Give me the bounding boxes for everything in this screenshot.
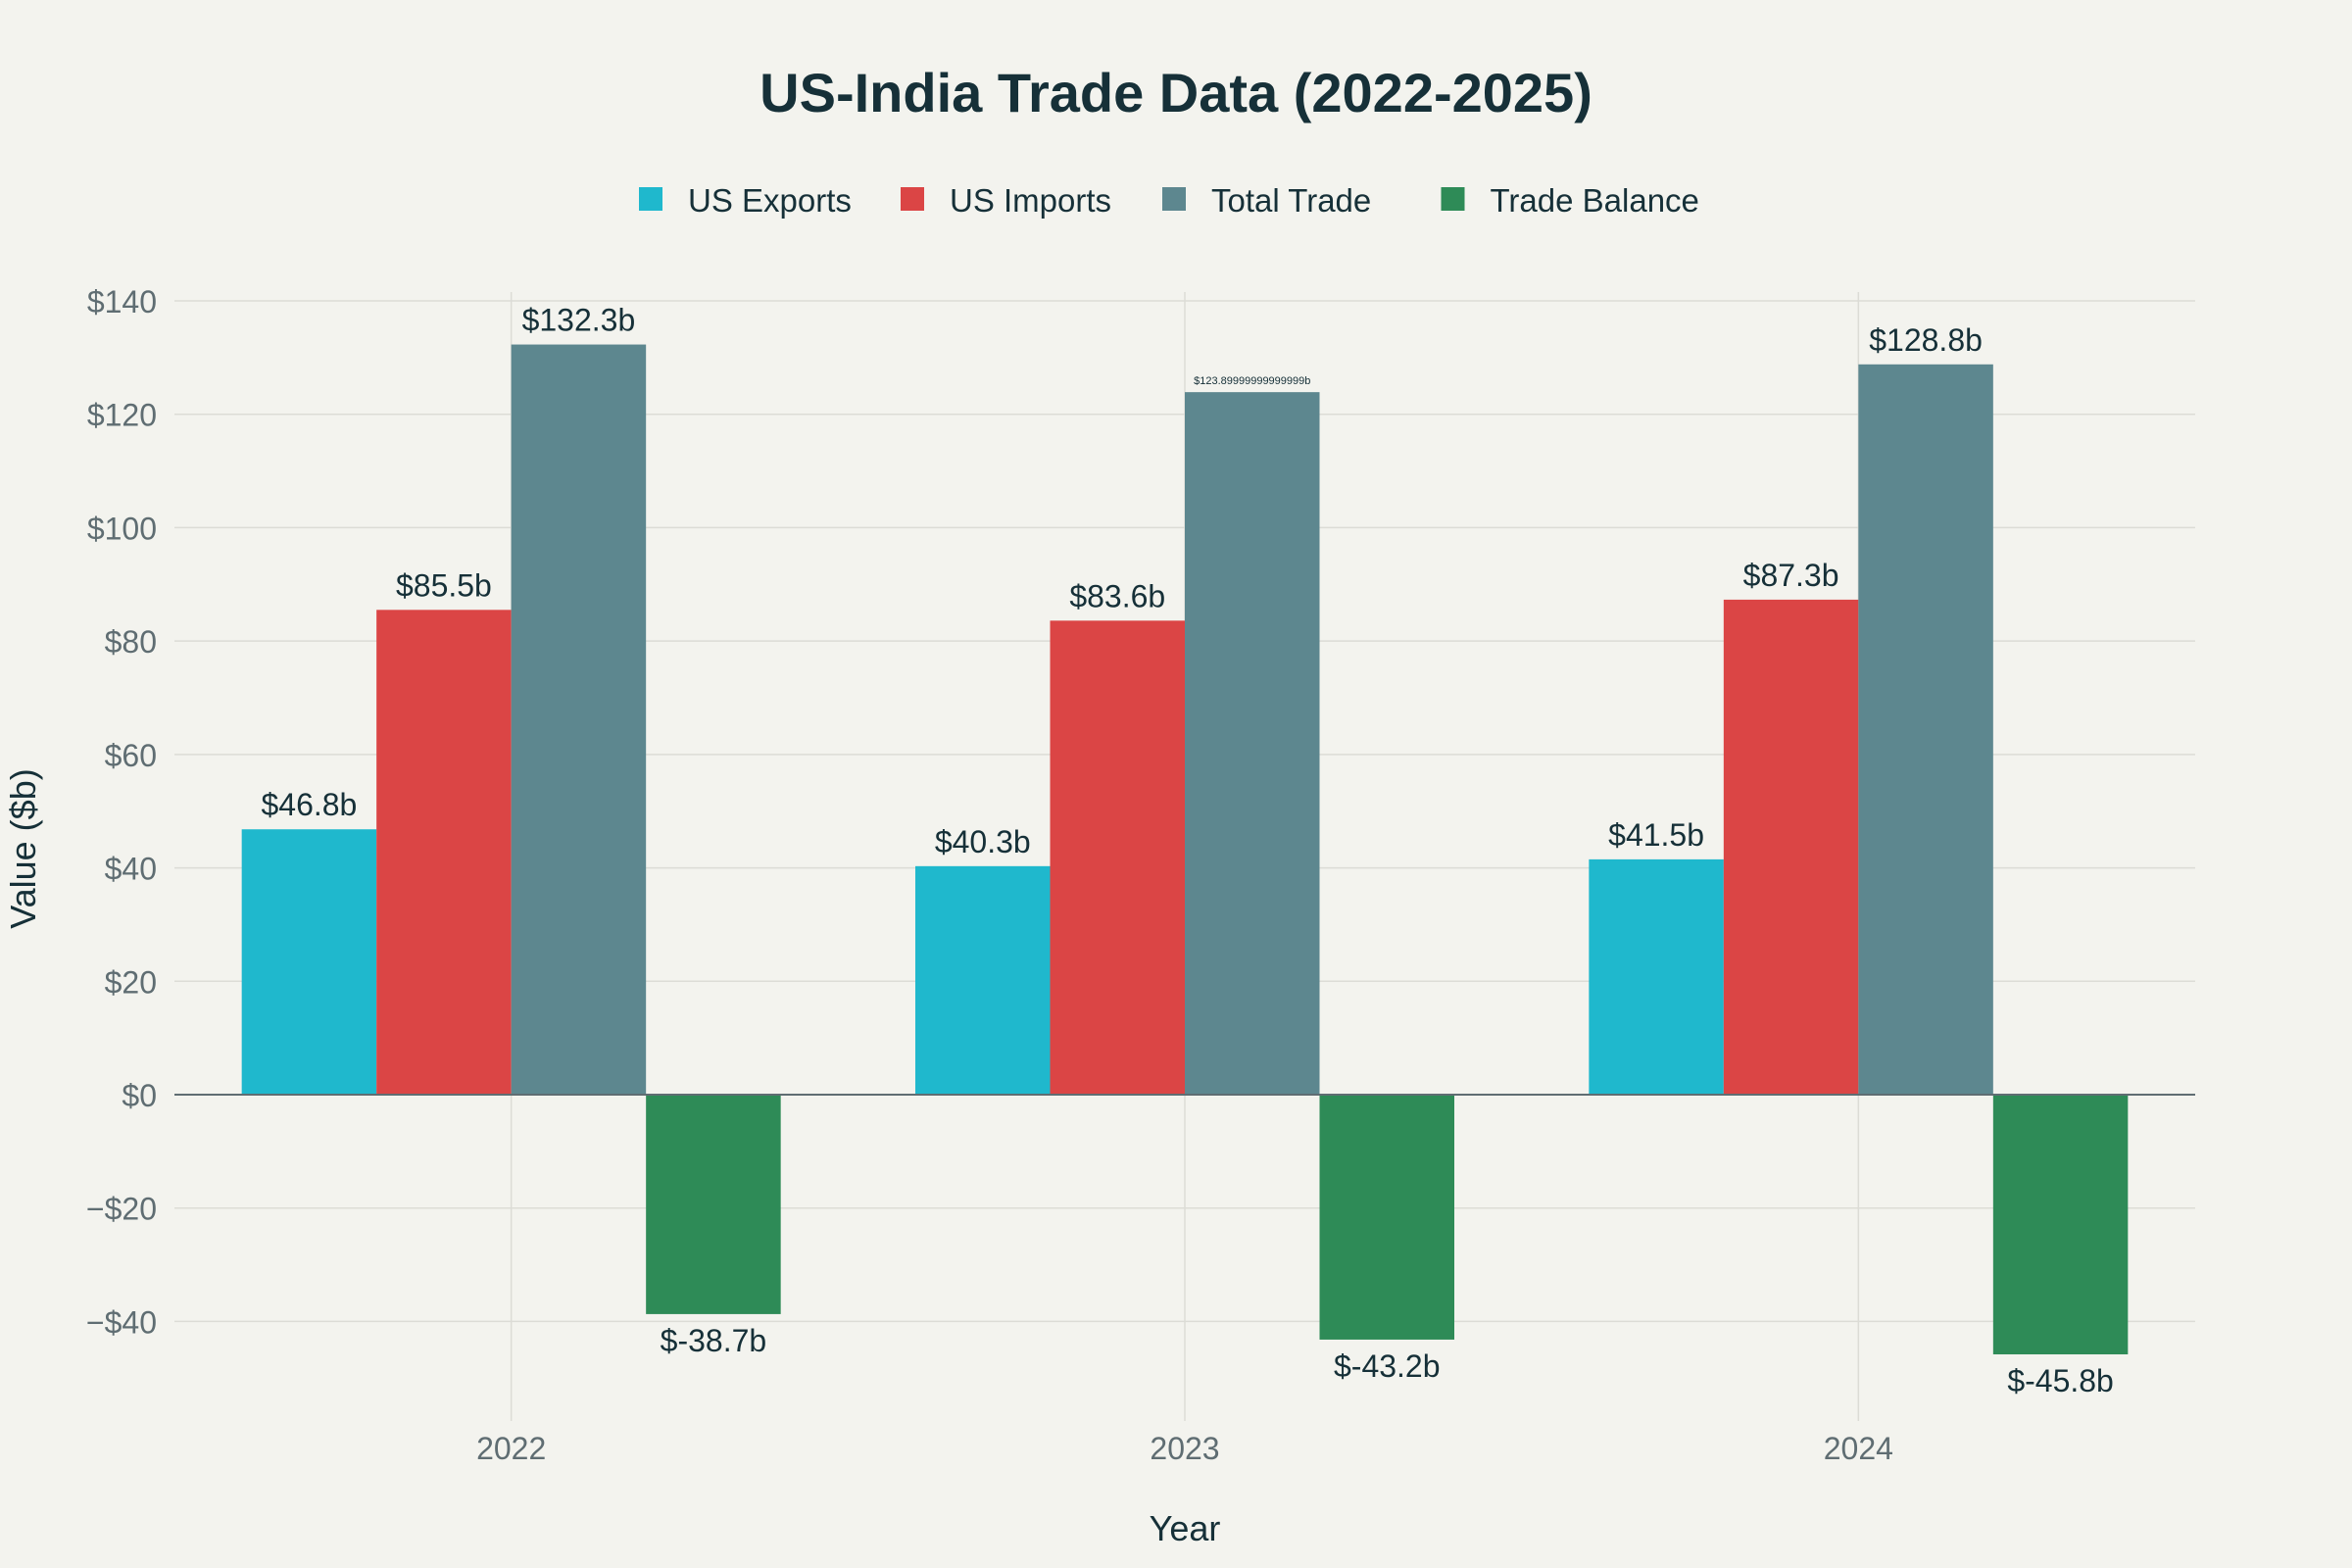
data-label: $46.8b: [261, 787, 357, 822]
y-tick-label: $100: [87, 511, 157, 546]
x-axis: 2022 2023 2024: [476, 1431, 1893, 1466]
data-label: $-43.2b: [1334, 1348, 1441, 1384]
legend-item-trade-balance[interactable]: Trade Balance: [1441, 182, 1699, 219]
data-label: $87.3b: [1743, 558, 1839, 593]
y-tick-label: $120: [87, 398, 157, 433]
y-axis: −$40 −$20 $0 $20 $40 $60 $80 $100 $120 $140: [86, 284, 157, 1340]
data-label: $85.5b: [396, 567, 492, 603]
data-labels: $46.8b $40.3b $41.5b $85.5b $83.6b $87.3b $132…: [261, 303, 2113, 1398]
bar-us-imports-2023[interactable]: [1050, 620, 1186, 1095]
y-tick-label: $0: [122, 1078, 157, 1113]
bar-trade-balance-2024[interactable]: [1992, 1095, 2129, 1354]
legend-label: Total Trade: [1211, 182, 1371, 219]
legend-swatch: [639, 187, 662, 211]
y-tick-label: $40: [105, 852, 157, 887]
bar-us-imports-2024[interactable]: [1723, 599, 1859, 1095]
x-tick-label: 2024: [1824, 1431, 1893, 1466]
bar-us-imports-2022[interactable]: [376, 610, 512, 1095]
legend-label: Trade Balance: [1491, 182, 1699, 219]
data-label: $41.5b: [1608, 817, 1704, 853]
data-label: $-38.7b: [661, 1323, 767, 1358]
legend-label: US Imports: [950, 182, 1111, 219]
bar-total-trade-2024[interactable]: [1858, 364, 1993, 1095]
y-tick-label: −$20: [86, 1192, 157, 1227]
data-label: $132.3b: [522, 303, 636, 338]
y-tick-label: −$40: [86, 1304, 157, 1340]
x-tick-label: 2023: [1150, 1431, 1219, 1466]
bar-trade-balance-2022[interactable]: [646, 1095, 781, 1314]
legend-item-total-trade[interactable]: Total Trade: [1162, 182, 1371, 219]
x-tick-label: 2022: [476, 1431, 546, 1466]
bars: [174, 344, 2195, 1354]
legend-swatch: [901, 187, 924, 211]
legend-swatch: [1162, 187, 1186, 211]
data-label: $128.8b: [1869, 322, 1983, 358]
bar-us-exports-2024[interactable]: [1589, 858, 1724, 1095]
data-label: $-45.8b: [2007, 1363, 2114, 1398]
y-tick-label: $80: [105, 624, 157, 660]
data-label: $40.3b: [935, 824, 1031, 859]
legend-label: US Exports: [688, 182, 852, 219]
y-tick-label: $140: [87, 284, 157, 319]
legend-swatch: [1441, 187, 1465, 211]
y-tick-label: $20: [105, 964, 157, 1000]
legend-item-us-exports[interactable]: US Exports: [639, 182, 852, 219]
bar-us-exports-2022[interactable]: [241, 829, 377, 1095]
bar-total-trade-2022[interactable]: [511, 344, 647, 1095]
chart-title: US-India Trade Data (2022-2025): [760, 62, 1592, 123]
x-axis-title: Year: [1150, 1508, 1221, 1548]
data-label: $123.89999999999999b: [1194, 375, 1310, 387]
y-tick-label: $60: [105, 738, 157, 773]
legend[interactable]: US Exports US Imports Total Trade Trade Bal…: [639, 182, 1699, 219]
legend-item-us-imports[interactable]: US Imports: [901, 182, 1111, 219]
bar-trade-balance-2023[interactable]: [1319, 1095, 1455, 1340]
bar-us-exports-2023[interactable]: [915, 865, 1051, 1095]
bar-total-trade-2023[interactable]: [1185, 392, 1320, 1095]
y-axis-title: Value ($b): [3, 768, 43, 928]
data-label: $83.6b: [1069, 578, 1165, 613]
